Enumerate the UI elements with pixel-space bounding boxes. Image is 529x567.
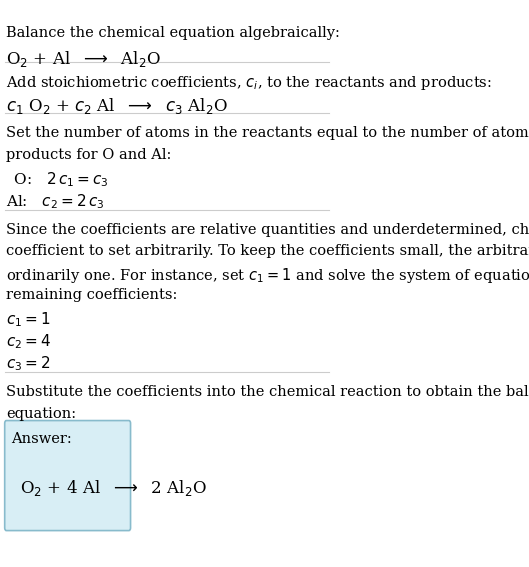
Text: $c_3 = 2$: $c_3 = 2$ xyxy=(6,354,51,373)
Text: remaining coefficients:: remaining coefficients: xyxy=(6,288,178,302)
Text: Balance the chemical equation algebraically:: Balance the chemical equation algebraica… xyxy=(6,26,340,40)
Text: Answer:: Answer: xyxy=(11,432,72,446)
Text: Since the coefficients are relative quantities and underdetermined, choose a: Since the coefficients are relative quan… xyxy=(6,223,529,236)
Text: products for O and Al:: products for O and Al: xyxy=(6,147,172,162)
Text: Set the number of atoms in the reactants equal to the number of atoms in the: Set the number of atoms in the reactants… xyxy=(6,126,529,139)
Text: $c_1 = 1$: $c_1 = 1$ xyxy=(6,311,51,329)
Text: Al:   $c_2 = 2\,c_3$: Al: $c_2 = 2\,c_3$ xyxy=(6,192,105,210)
Text: ordinarily one. For instance, set $c_1 = 1$ and solve the system of equations fo: ordinarily one. For instance, set $c_1 =… xyxy=(6,266,529,285)
Text: equation:: equation: xyxy=(6,407,77,421)
Text: O:   $2\,c_1 = c_3$: O: $2\,c_1 = c_3$ xyxy=(8,170,108,189)
FancyBboxPatch shape xyxy=(5,421,131,531)
Text: O$_2$ + Al  $\longrightarrow$  Al$_2$O: O$_2$ + Al $\longrightarrow$ Al$_2$O xyxy=(6,49,161,69)
Text: Add stoichiometric coefficients, $c_i$, to the reactants and products:: Add stoichiometric coefficients, $c_i$, … xyxy=(6,74,492,92)
Text: O$_2$ + 4 Al  $\longrightarrow$  2 Al$_2$O: O$_2$ + 4 Al $\longrightarrow$ 2 Al$_2$O xyxy=(20,478,206,498)
Text: $c_1$ O$_2$ + $c_2$ Al  $\longrightarrow$  $c_3$ Al$_2$O: $c_1$ O$_2$ + $c_2$ Al $\longrightarrow$… xyxy=(6,96,229,116)
Text: $c_2 = 4$: $c_2 = 4$ xyxy=(6,332,51,351)
Text: Substitute the coefficients into the chemical reaction to obtain the balanced: Substitute the coefficients into the che… xyxy=(6,385,529,399)
Text: coefficient to set arbitrarily. To keep the coefficients small, the arbitrary va: coefficient to set arbitrarily. To keep … xyxy=(6,244,529,259)
